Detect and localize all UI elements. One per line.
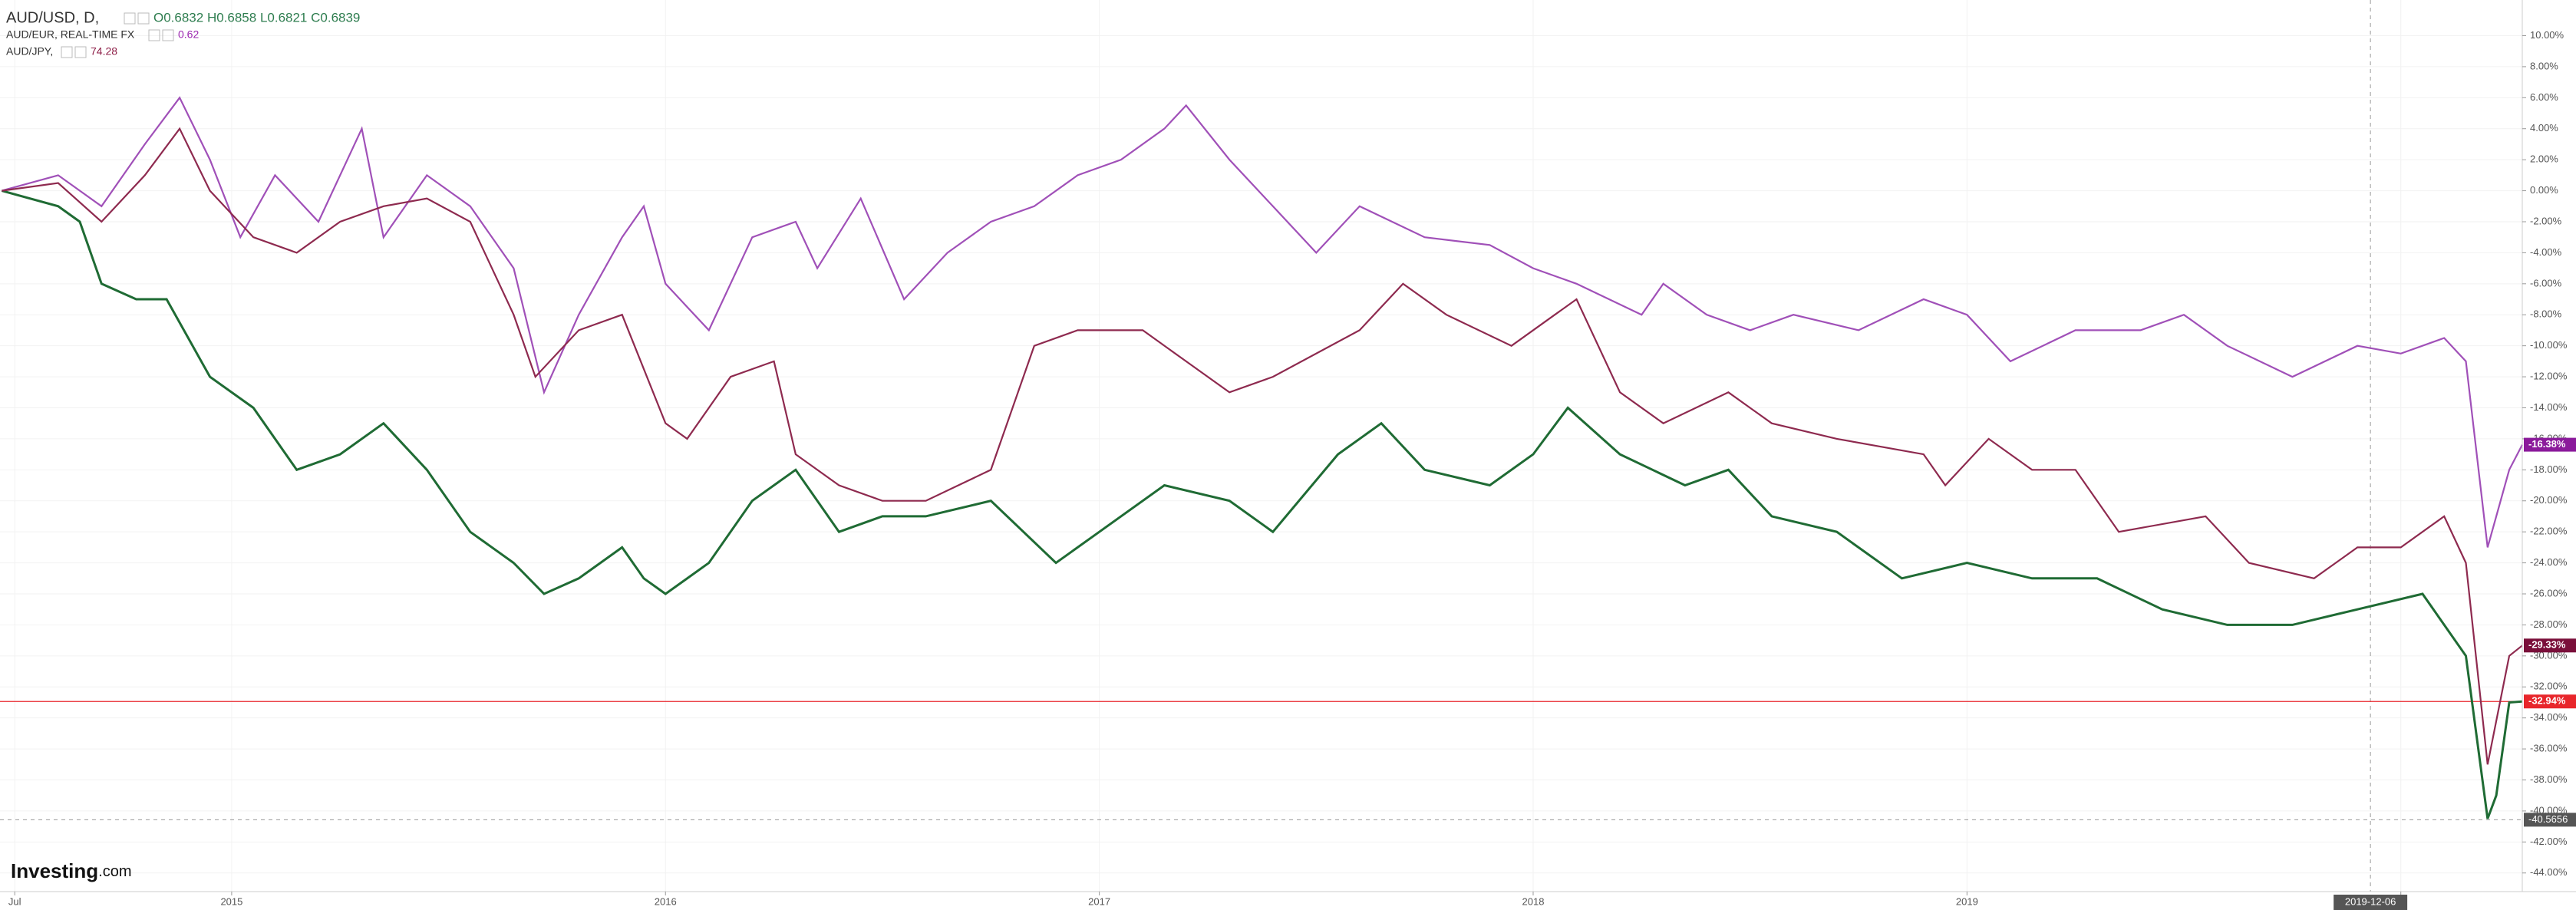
x-tick-label: Jul (8, 895, 21, 907)
legend-icon (61, 46, 73, 58)
legend-info: O0.6832 H0.6858 L0.6821 C0.6839 (153, 10, 360, 25)
y-tick-label: -12.00% (2530, 371, 2568, 382)
y-tick-label: -42.00% (2530, 836, 2568, 847)
value-badge (2524, 694, 2576, 709)
x-tick-label: 2015 (220, 895, 242, 907)
y-tick-label: -32.00% (2530, 681, 2568, 692)
brand-suffix: .com (98, 863, 131, 880)
y-tick-label: -6.00% (2530, 277, 2562, 288)
y-tick-label: 0.00% (2530, 184, 2558, 196)
x-tick-label: 2016 (655, 895, 677, 907)
y-tick-label: -24.00% (2530, 556, 2568, 568)
y-tick-label: -28.00% (2530, 618, 2568, 630)
legend-info: 0.62 (178, 28, 199, 41)
brand: Investing.com (11, 859, 131, 882)
legend-icon (74, 46, 87, 58)
x-tick-label: 2019 (1956, 895, 1978, 907)
legend-icon (124, 12, 136, 25)
y-tick-label: -44.00% (2530, 866, 2568, 878)
legend-name: AUD/JPY, (6, 45, 53, 58)
plot (0, 0, 2523, 892)
y-tick-label: 8.00% (2530, 60, 2558, 71)
legend-name: AUD/USD, D, (6, 9, 99, 26)
crosshair-x-label: 2019-12-06 (2345, 895, 2396, 907)
grid (0, 0, 2522, 892)
y-tick-label: -20.00% (2530, 494, 2568, 506)
y-tick-label: -18.00% (2530, 463, 2568, 475)
legend-icon (137, 12, 150, 25)
brand-name: Investing (11, 859, 98, 882)
x-tick-label: 2018 (1522, 895, 1545, 907)
value-badge-label: -32.94% (2528, 695, 2566, 707)
legend-name: AUD/EUR, REAL-TIME FX (6, 28, 135, 41)
crosshair-x-badge (2334, 895, 2408, 910)
y-tick-label: -36.00% (2530, 743, 2568, 754)
crosshair-y-badge (2524, 813, 2576, 827)
y-tick-label: -22.00% (2530, 526, 2568, 537)
legend: AUD/USD, D, O0.6832 H0.6858 L0.6821 C0.68… (6, 9, 360, 58)
crosshair-y-label: -40.5656 (2528, 813, 2568, 825)
x-tick-label: 2017 (1088, 895, 1110, 907)
series-line (1, 190, 2523, 819)
series-line (2, 96, 2523, 548)
y-tick-label: -2.00% (2530, 215, 2562, 226)
value-badge (2524, 638, 2576, 653)
y-tick-label: 2.00% (2530, 153, 2558, 165)
value-badge (2524, 437, 2576, 452)
y-tick-label: -34.00% (2530, 711, 2568, 723)
y-tick-label: 6.00% (2530, 91, 2558, 103)
value-badge-label: -29.33% (2528, 639, 2566, 651)
y-tick-label: 4.00% (2530, 122, 2558, 134)
y-tick-label: -14.00% (2530, 401, 2568, 413)
y-tick-label: -8.00% (2530, 308, 2562, 320)
legend-icon (148, 29, 160, 41)
y-tick-label: 10.00% (2530, 29, 2564, 41)
y-tick-label: -26.00% (2530, 587, 2568, 598)
legend-icon (162, 29, 174, 41)
legend-info: 74.28 (91, 45, 117, 58)
value-badge-label: -16.38% (2528, 438, 2566, 450)
y-tick-label: -10.00% (2530, 339, 2568, 351)
y-tick-label: -4.00% (2530, 246, 2562, 258)
series-line (2, 127, 2523, 765)
y-tick-label: -38.00% (2530, 773, 2568, 785)
